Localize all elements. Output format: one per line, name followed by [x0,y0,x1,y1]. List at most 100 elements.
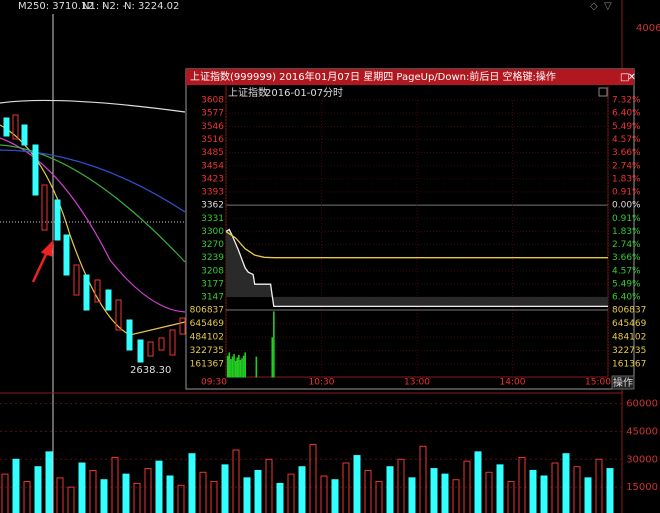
price-tick-label: 3393 [201,187,224,197]
volume-bar [243,477,251,513]
pct-tick-label: 7.32% [612,96,641,106]
time-tick-label: 14:00 [500,378,526,388]
volume-bar [595,458,603,513]
subtitle-date: 2016-01-07 [265,88,323,99]
pct-tick-label: 1.83% [612,175,641,185]
volume-tick-label: 806837 [190,306,224,316]
pct-tick-label: 3.66% [612,253,641,263]
time-tick-label: 15:00 [585,378,611,388]
pct-tick-label: 2.74% [612,240,641,250]
volume-bar [573,466,581,513]
collapse-icon[interactable]: ▽ [604,1,612,12]
pct-tick-label: 5.49% [612,280,641,290]
popup-titlebar [186,69,634,85]
volume-bar [342,462,350,513]
volume-bar [463,460,471,513]
price-tick-label: 3577 [201,109,224,119]
volume-bar [166,475,174,513]
volume-bar [23,481,31,513]
volume-bar [155,460,163,513]
pct-tick-label: 3.66% [612,148,641,158]
time-tick-label: 10:30 [309,378,335,388]
volume-bar [231,356,234,378]
price-tick-label: 3485 [201,148,224,158]
close-button[interactable]: ✕ [628,72,636,83]
volume-bar [254,469,262,513]
volume-bar [255,356,258,378]
volume-bar [320,475,328,513]
time-tick-label: 09:30 [201,378,227,388]
settings-icon[interactable]: ◇ [590,1,598,12]
volume-tick-label: 645469 [190,319,225,329]
volume-bar [408,477,416,513]
volume-bar [562,453,570,513]
volume-bar [485,471,493,513]
volume-bar [188,453,196,513]
volume-bar [452,479,460,513]
price-tick-label: 3516 [201,135,224,145]
maximize-button[interactable]: □ [620,72,629,83]
pct-tick-label: 4.57% [612,135,641,145]
volume-bar [78,462,86,513]
pct-tick-label: 6.40% [612,109,641,119]
volume-tick-label-right: 161367 [612,360,646,370]
time-tick-label: 13:00 [404,378,430,388]
volume-bar [298,466,306,513]
volume-bar [210,481,218,513]
volume-bar [226,355,229,378]
pct-tick-label: 5.49% [612,122,641,132]
volume-bar [1,473,9,513]
volume-bar [199,471,207,513]
volume-bar [89,469,97,513]
volume-tick-label: 484102 [190,333,224,343]
volume-bar [234,360,237,378]
volume-bar [56,477,64,513]
volume-bar [45,451,53,513]
price-tick-label: 3454 [201,161,224,171]
price-tick-label: 3546 [201,122,224,132]
n-label: N: 3224.02 [124,1,179,12]
volume-bar [507,481,515,513]
volume-bar [375,481,383,513]
candles [3,114,186,363]
pct-tick-label: 0.00% [612,201,641,211]
volume-bar [271,337,274,378]
volume-bar [230,359,232,378]
volume-bar [606,468,614,513]
price-tick-label: 3423 [201,175,224,185]
price-tick-label: 3208 [201,266,224,276]
volume-bar [551,462,559,513]
volume-bar [419,445,427,513]
volume-bar [238,354,240,378]
price-tick-label: 3362 [201,201,224,211]
volume-bar [67,486,75,513]
volume-bar [309,443,317,513]
action-button[interactable] [611,375,635,390]
price-tick-label: 3177 [201,280,224,290]
volume-bar [529,469,537,513]
volume-bar [244,352,246,378]
action-button-label[interactable]: 操作 [613,376,633,389]
volume-bar [496,464,504,513]
volume-bar [584,477,592,513]
volume-bar [430,468,438,513]
volume-bar [397,458,405,513]
n2-label: N2: - [102,1,126,12]
average-line [225,231,608,259]
volume-bar [518,456,526,513]
volume-bar [100,479,108,513]
subtitle-name: 上证指数 [228,86,268,99]
low-price-label: 2638.30 [130,365,171,376]
volume-bar [364,469,372,513]
volume-bar [287,473,295,513]
scroll-icon[interactable] [598,87,608,97]
volume-bar [331,479,339,513]
popup-window: 上证指数(999999) 2016年01月07日 星期四 PageUp/Down… [185,68,647,390]
volume-bar [233,354,235,378]
popup-frame [185,68,635,390]
volume-tick-label-right: 484102 [612,333,646,343]
subtitle-mode: 分时 [323,87,343,99]
volume-bar [540,475,548,513]
volume-bar [239,359,242,378]
